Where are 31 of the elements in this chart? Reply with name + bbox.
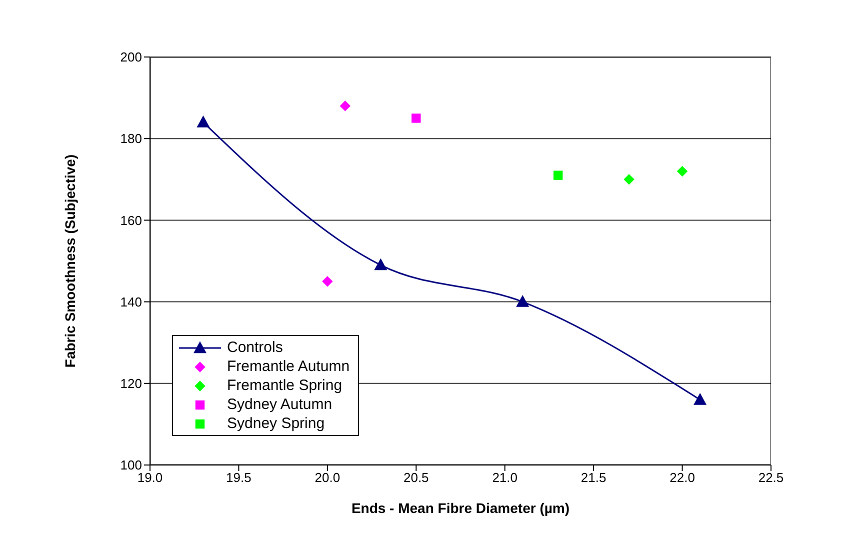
x-tick-label: 22.5 (758, 470, 784, 486)
y-tick-label: 100 (120, 458, 142, 473)
y-tick-label: 160 (120, 212, 142, 228)
legend-label: Fremantle Autumn (227, 358, 350, 375)
x-tick-label: 21.5 (580, 470, 606, 486)
point (624, 174, 634, 184)
x-tick-label: 20.5 (403, 470, 429, 486)
point (322, 276, 333, 286)
y-tick-label: 200 (120, 50, 142, 65)
y-tick-label: 180 (120, 131, 142, 146)
y-axis-title: Fabric Smoothness (Subjective) (62, 154, 78, 368)
x-tick-label: 20.0 (314, 470, 340, 486)
point (677, 166, 688, 176)
legend-label: Controls (227, 339, 283, 356)
point (694, 394, 706, 405)
y-tick-label: 120 (120, 376, 142, 392)
point (197, 116, 210, 128)
x-tick-label: 22.0 (670, 470, 695, 486)
x-tick-label: 19.5 (226, 470, 252, 486)
legend-label: Fremantle Spring (227, 377, 342, 394)
point (553, 170, 563, 180)
point (374, 258, 387, 270)
point (340, 100, 350, 112)
x-axis-title: Ends - Mean Fibre Diameter (µm) (351, 500, 570, 516)
x-tick-label: 19.0 (137, 470, 163, 486)
legend-label: Sydney Autumn (227, 396, 332, 413)
x-tick-label: 21.0 (492, 470, 518, 486)
legend-label: Sydney Spring (227, 415, 325, 432)
point (516, 296, 529, 307)
y-tick-label: 140 (120, 294, 142, 310)
point (412, 114, 421, 123)
